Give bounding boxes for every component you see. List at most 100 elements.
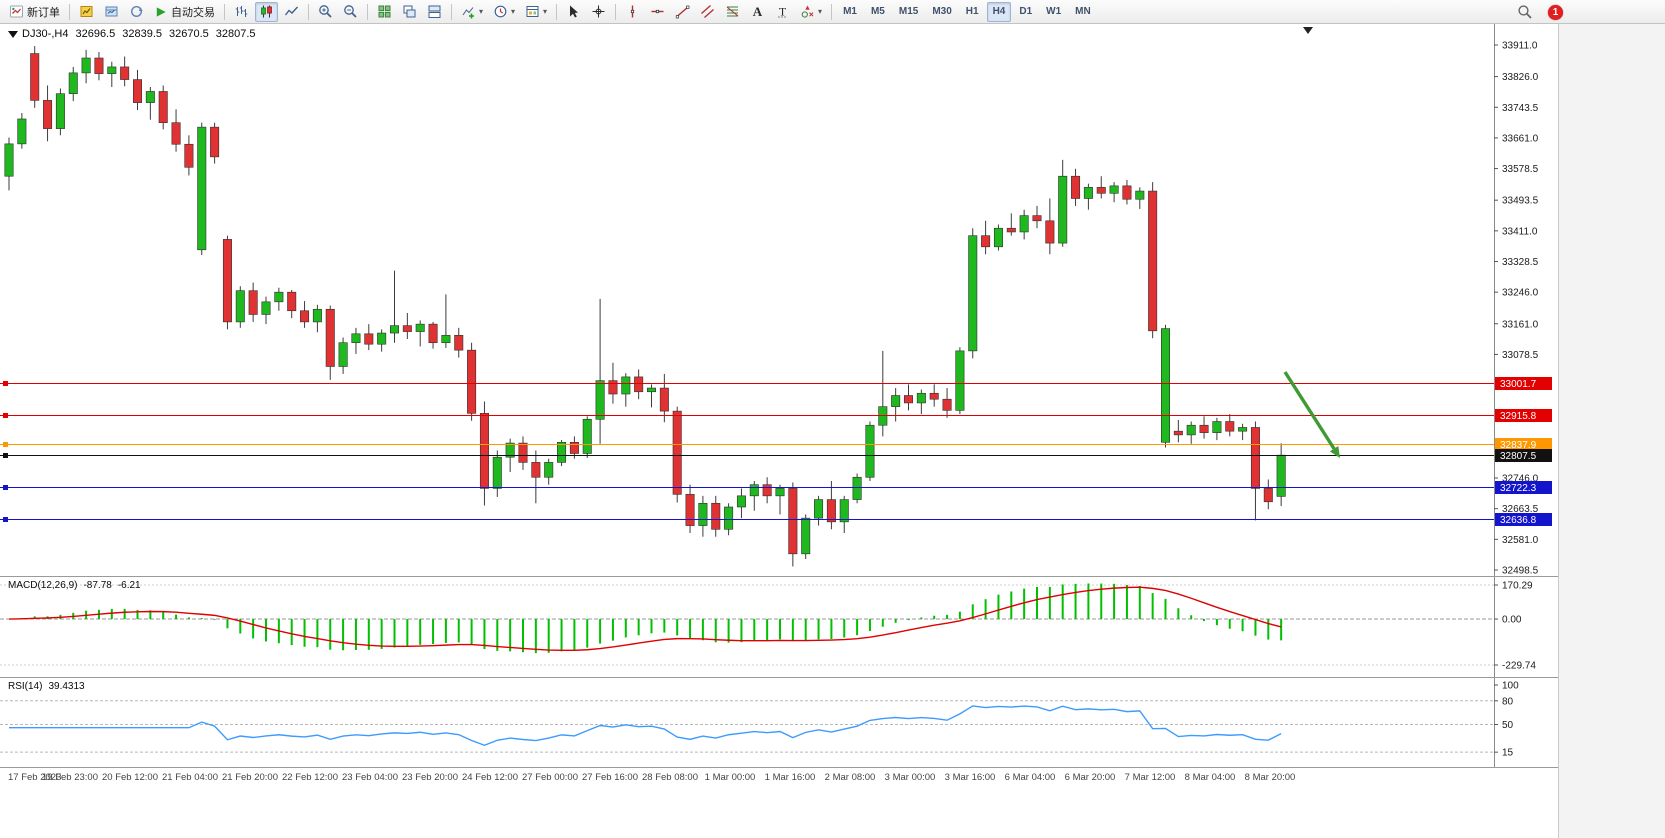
profiles-button[interactable] [100,2,123,22]
indicators-icon [462,7,474,19]
bar-chart-button[interactable] [230,2,253,22]
channel-button[interactable] [696,2,719,22]
level-handle[interactable] [3,442,8,447]
arrange-windows-icon [428,5,441,18]
dropdown-caret: ▾ [479,6,484,16]
time-axis-label: 27 Feb 00:00 [522,772,578,783]
time-axis-label: 28 Feb 08:00 [642,772,698,783]
autotrading-button[interactable]: 自动交易 [150,2,219,22]
timeframe-m30-button[interactable]: M30 [926,2,957,22]
symbol-dropdown-triangle[interactable] [8,31,18,38]
toolbar-separator [308,3,309,20]
crosshair-button[interactable] [587,2,610,22]
zoom-out-button[interactable] [339,2,362,22]
macd-axis-label: 170.29 [1502,581,1533,592]
time-axis-label: 19 Feb 23:00 [42,772,98,783]
chart-shift-marker[interactable] [1303,27,1313,34]
shapes-button[interactable]: ▾ [796,2,826,22]
trendline-button[interactable] [671,2,694,22]
arrange-windows-button[interactable] [423,2,446,22]
fibonacci-button[interactable] [721,2,744,22]
price-tag-text: 32807.5 [1500,451,1537,462]
time-axis-label: 6 Mar 04:00 [1004,772,1056,783]
ohlc-low: 32670.5 [169,28,209,40]
periods-button[interactable]: ▾ [489,2,519,22]
toolbar-separator [451,3,452,20]
timeframe-mn-button[interactable]: MN [1069,2,1097,22]
clock-icon [494,5,507,18]
svg-text:A: A [753,4,763,19]
line-chart-button[interactable] [280,2,303,22]
price-tick-label: 33246.0 [1502,288,1539,299]
macd-label: MACD(12,26,9) -87.78 -6.21 [8,580,141,591]
refresh-button[interactable] [125,2,148,22]
timeframe-w1-button[interactable]: W1 [1040,2,1067,22]
cascade-windows-button[interactable] [398,2,421,22]
indicators-button[interactable]: ▾ [457,2,487,22]
time-axis-label: 2 Mar 08:00 [824,772,876,783]
chart-title: DJ30-,H4 32696.5 32839.5 32670.5 32807.5 [22,28,256,40]
timeframe-h1-button[interactable]: H1 [960,2,985,22]
macd-canvas[interactable]: 170.29 0.00 -229.74 [0,577,1558,677]
rsi-axis-label: 15 [1502,748,1514,759]
level-handle[interactable] [3,517,8,522]
templates-button[interactable]: ▾ [521,2,551,22]
new-chart-button[interactable] [75,2,98,22]
time-axis-label: 21 Feb 20:00 [222,772,278,783]
time-axis-label: 20 Feb 12:00 [102,772,158,783]
fibonacci-icon [726,6,739,17]
tile-windows-button[interactable] [373,2,396,22]
time-axis-label: 1 Mar 00:00 [704,772,756,783]
text-label-button[interactable]: T [771,2,794,22]
svg-text:T: T [779,5,787,19]
price-tick-label: 33411.0 [1502,226,1538,237]
price-tag-32722.3 [1495,481,1552,494]
templates-icon [526,6,539,17]
time-axis[interactable]: 17 Feb 2023 19 Feb 23:00 20 Feb 12:00 21 Fe… [0,768,1558,838]
time-axis-label: 24 Feb 12:00 [462,772,518,783]
rsi-panel: 100 80 50 15 [0,678,1558,768]
cursor-button[interactable] [562,2,585,22]
time-axis-label: 1 Mar 16:00 [764,772,816,783]
timeframe-m5-button[interactable]: M5 [865,2,891,22]
zoom-in-button[interactable] [314,2,337,22]
zoom-out-icon [344,5,357,18]
level-handle[interactable] [3,453,8,458]
ohlc-high: 32839.5 [122,28,162,40]
workspace-filler [1558,24,1665,838]
search-button[interactable] [1513,2,1537,22]
time-axis-label: 6 Mar 20:00 [1064,772,1116,783]
rsi-axis-label: 100 [1502,681,1519,692]
cascade-windows-icon [403,5,416,18]
level-handle[interactable] [3,485,8,490]
price-tag-32807.5 [1495,449,1552,462]
candlestick-chart-button[interactable] [255,1,278,22]
timeframe-m15-button[interactable]: M15 [893,2,924,22]
trend-arrow-annotation[interactable] [1283,371,1340,458]
macd-value-main: -87.78 [83,580,112,591]
time-axis-label: 22 Feb 12:00 [282,772,338,783]
timeframe-h4-button[interactable]: H4 [986,1,1012,22]
vertical-line-button[interactable] [621,2,644,22]
macd-panel: 170.29 0.00 -229.74 [0,577,1558,678]
timeframe-d1-button[interactable]: D1 [1013,2,1038,22]
notification-badge[interactable]: 1 [1548,4,1563,20]
main-chart-canvas[interactable]: 33911.0 33826.0 33743.5 33661.0 33578.5 33493… [0,24,1558,576]
level-handle[interactable] [3,413,8,418]
price-tick-label: 32498.5 [1502,565,1539,576]
new-order-button[interactable]: 新订单 [5,2,64,22]
main-toolbar: 新订单 自动交易 [0,0,1665,24]
price-tick-label: 32663.5 [1502,504,1539,515]
rsi-canvas[interactable]: 100 80 50 15 [0,678,1558,767]
level-handle[interactable] [3,381,8,386]
price-tick-label: 33578.5 [1502,164,1539,175]
timeframe-m1-button[interactable]: M1 [837,2,863,22]
candlestick-chart-icon [261,5,272,18]
horizontal-line-button[interactable] [646,2,669,22]
price-tick-label: 33911.0 [1502,40,1538,51]
price-panel: 33911.0 33826.0 33743.5 33661.0 33578.5 33493… [0,24,1558,577]
price-tag-32837.9 [1495,438,1552,451]
shapes-icon [801,5,814,18]
text-button[interactable]: A [746,2,769,22]
toolbar-separator [615,3,617,20]
